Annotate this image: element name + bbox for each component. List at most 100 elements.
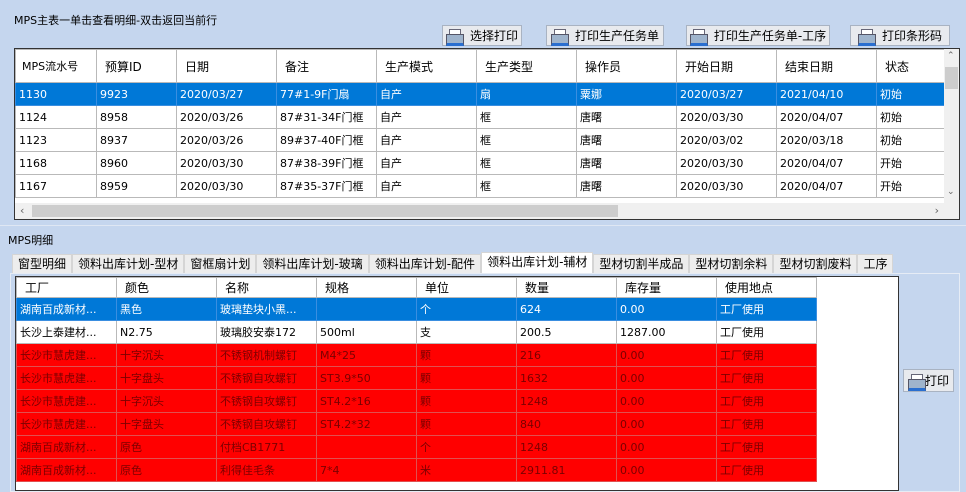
- table-cell: 2020/03/30: [676, 174, 777, 198]
- table-cell: 长沙市慧虎建...: [16, 412, 117, 436]
- table-cell: 200.5: [516, 320, 617, 344]
- table-cell: 2020/03/30: [676, 151, 777, 175]
- table-cell: 2020/03/18: [776, 128, 877, 152]
- table-cell: 工厂使用: [716, 297, 817, 321]
- tab-1[interactable]: 领料出库计划-型材: [72, 254, 185, 273]
- table-cell: 87#31-34F门框: [276, 105, 377, 129]
- table-cell: 十字沉头: [116, 343, 217, 367]
- column-header[interactable]: 单位: [416, 277, 517, 298]
- table-cell: 十字盘头: [116, 366, 217, 390]
- column-header[interactable]: 预算ID: [96, 49, 177, 83]
- table-row[interactable]: 湖南百成新材... 原色 付档CB1771 个 1248 0.00 工厂使用: [16, 435, 817, 459]
- table-row[interactable]: 长沙上泰建材... N2.75 玻璃胶安泰172 500ml 支 200.5 1287.00…: [16, 320, 817, 344]
- table-cell: ST4.2*32: [316, 412, 417, 436]
- horizontal-scrollbar[interactable]: ‹ ›: [15, 203, 959, 219]
- scroll-down-icon[interactable]: ⌄: [947, 187, 955, 197]
- table-cell: 个: [416, 435, 517, 459]
- tab-2[interactable]: 窗框扇计划: [184, 254, 257, 273]
- table-cell: 0.00: [616, 458, 717, 482]
- tab-3[interactable]: 领料出库计划-玻璃: [256, 254, 369, 273]
- tab-4[interactable]: 领料出库计划-配件: [368, 254, 482, 273]
- column-header[interactable]: 颜色: [116, 277, 217, 298]
- table-row[interactable]: 1124 8958 2020/03/26 87#31-34F门框 自产框唐曙 2020/0…: [15, 105, 949, 129]
- column-header[interactable]: 生产模式: [376, 49, 477, 83]
- print-button[interactable]: 打印: [903, 369, 954, 392]
- print-task-sheet-button[interactable]: 打印生产任务单: [546, 25, 664, 46]
- divider: [0, 225, 966, 226]
- table-cell: 1168: [15, 151, 97, 175]
- table-cell: [316, 297, 417, 321]
- print-barcode-button[interactable]: 打印条形码: [850, 25, 950, 46]
- column-header[interactable]: MPS流水号: [15, 49, 97, 83]
- printer-icon: [689, 28, 708, 46]
- table-cell: 利得佳毛条: [216, 458, 317, 482]
- tab-6[interactable]: 型材切割半成品: [593, 254, 690, 273]
- table-cell: 开始: [876, 174, 949, 198]
- select-print-button[interactable]: 选择打印: [442, 25, 522, 46]
- table-cell: 粟娜: [576, 82, 677, 106]
- column-header[interactable]: 开始日期: [676, 49, 777, 83]
- table-cell: 框: [476, 105, 577, 129]
- master-grid[interactable]: MPS流水号 预算ID 日期 备注 生产模式 生产类型 操作员 开始日期 结束日期 状态 1130 9…: [14, 48, 960, 220]
- horizontal-scroll-thumb[interactable]: [32, 205, 618, 217]
- column-header[interactable]: 结束日期: [776, 49, 877, 83]
- scroll-right-icon[interactable]: ›: [934, 204, 939, 217]
- table-row[interactable]: 长沙市慧虎建... 十字盘头 不锈钢自攻螺钉 ST4.2*32 颗 840 0.00 工厂使用: [16, 412, 817, 436]
- table-row[interactable]: 1168 8960 2020/03/30 87#38-39F门框 自产框唐曙 2020/0…: [15, 151, 949, 175]
- table-row[interactable]: 长沙市慧虎建... 十字盘头 不锈钢自攻螺钉 ST3.9*50 颗 1632 0.00 工厂使…: [16, 366, 817, 390]
- column-header[interactable]: 库存量: [616, 277, 717, 298]
- vertical-scroll-thumb[interactable]: [945, 67, 958, 89]
- table-cell: 8958: [96, 105, 177, 129]
- column-header[interactable]: 数量: [516, 277, 617, 298]
- column-header[interactable]: 使用地点: [716, 277, 817, 298]
- table-cell: 颗: [416, 343, 517, 367]
- column-header[interactable]: 备注: [276, 49, 377, 83]
- table-row[interactable]: 1130 9923 2020/03/27 77#1-9F门扇 自产扇粟娜 2020/03/…: [15, 82, 949, 106]
- table-cell: 湖南百成新材...: [16, 297, 117, 321]
- table-cell: N2.75: [116, 320, 217, 344]
- column-header[interactable]: 生产类型: [476, 49, 577, 83]
- table-cell: 89#37-40F门框: [276, 128, 377, 152]
- column-header[interactable]: 名称: [216, 277, 317, 298]
- scroll-up-icon[interactable]: ⌃: [947, 51, 955, 61]
- column-header[interactable]: 状态: [876, 49, 949, 83]
- table-cell: 不锈钢自攻螺钉: [216, 389, 317, 413]
- table-row[interactable]: 1123 8937 2020/03/26 89#37-40F门框 自产框唐曙 2020/0…: [15, 128, 949, 152]
- table-row[interactable]: 湖南百成新材... 原色 利得佳毛条 7*4 米 2911.81 0.00 工厂使用: [16, 458, 817, 482]
- vertical-scrollbar[interactable]: ⌃ ⌄: [944, 49, 959, 204]
- column-header[interactable]: 日期: [176, 49, 277, 83]
- table-cell: 2021/04/10: [776, 82, 877, 106]
- table-cell: 不锈钢机制螺钉: [216, 343, 317, 367]
- tab-5[interactable]: 领料出库计划-辅材: [481, 252, 594, 273]
- scroll-left-icon[interactable]: ‹: [20, 204, 25, 217]
- tab-8[interactable]: 型材切割废料: [773, 254, 858, 273]
- printer-icon: [907, 373, 926, 391]
- table-cell: 216: [516, 343, 617, 367]
- tab-0[interactable]: 窗型明细: [12, 254, 73, 273]
- table-row[interactable]: 1167 8959 2020/03/30 87#35-37F门框 自产框唐曙 2020/0…: [15, 174, 949, 198]
- table-cell: 7*4: [316, 458, 417, 482]
- table-cell: 米: [416, 458, 517, 482]
- table-cell: 2020/03/30: [176, 151, 277, 175]
- table-cell: 自产: [376, 128, 477, 152]
- table-cell: 自产: [376, 105, 477, 129]
- column-header[interactable]: 工厂: [16, 277, 117, 298]
- column-header[interactable]: 操作员: [576, 49, 677, 83]
- table-cell: 1167: [15, 174, 97, 198]
- table-cell: 0.00: [616, 297, 717, 321]
- detail-grid[interactable]: 工厂 颜色 名称 规格 单位 数量 库存量 使用地点 湖南百成新材... 黑色 玻璃垫块小黑... 个…: [15, 276, 899, 491]
- print-task-sheet-process-button[interactable]: 打印生产任务单-工序: [686, 25, 830, 46]
- table-cell: M4*25: [316, 343, 417, 367]
- table-cell: 2020/03/27: [676, 82, 777, 106]
- table-row[interactable]: 长沙市慧虎建... 十字沉头 不锈钢机制螺钉 M4*25 颗 216 0.00 工厂使用: [16, 343, 817, 367]
- table-cell: 玻璃胶安泰172: [216, 320, 317, 344]
- table-row[interactable]: 湖南百成新材... 黑色 玻璃垫块小黑... 个 624 0.00 工厂使用: [16, 297, 817, 321]
- table-cell: 2020/03/02: [676, 128, 777, 152]
- table-row[interactable]: 长沙市慧虎建... 十字沉头 不锈钢自攻螺钉 ST4.2*16 颗 1248 0.00 工厂使…: [16, 389, 817, 413]
- tab-9[interactable]: 工序: [857, 254, 894, 273]
- column-header[interactable]: 规格: [316, 277, 417, 298]
- table-cell: 624: [516, 297, 617, 321]
- tab-7[interactable]: 型材切割余料: [689, 254, 774, 273]
- table-cell: 颗: [416, 412, 517, 436]
- table-cell: 原色: [116, 458, 217, 482]
